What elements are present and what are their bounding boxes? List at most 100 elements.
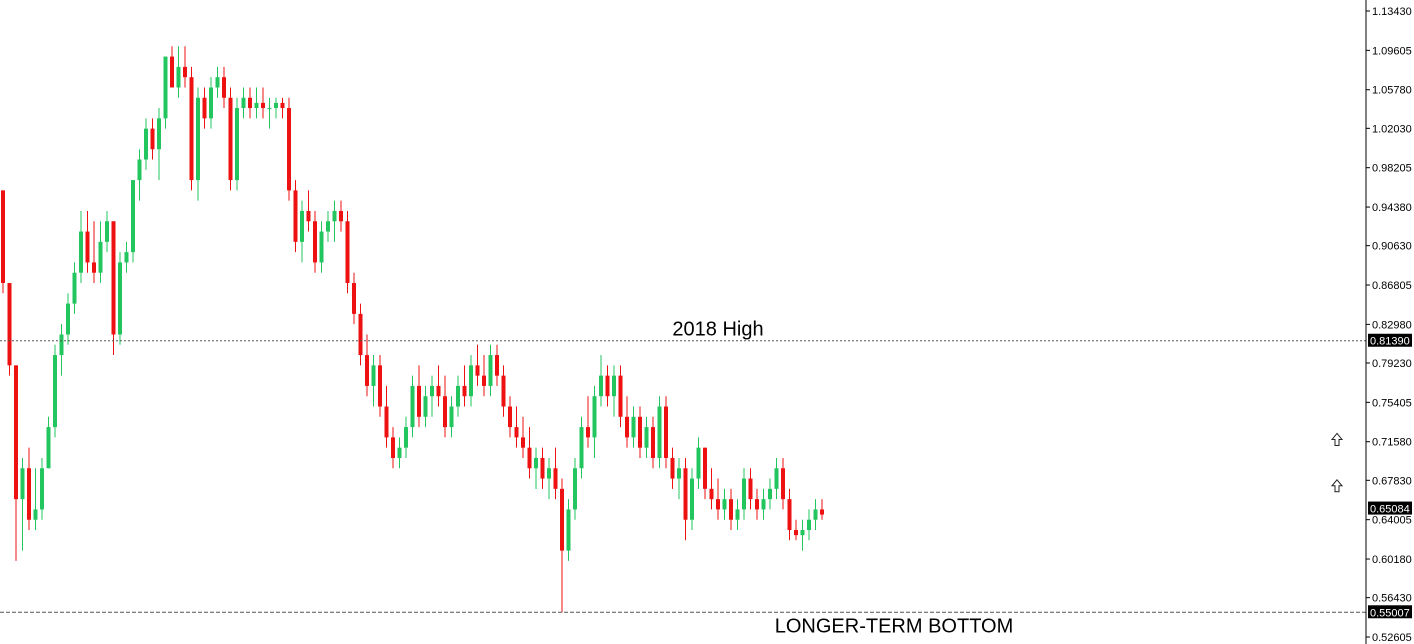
candle-body [27, 468, 31, 520]
candle-body [33, 509, 38, 520]
candle-body [137, 159, 142, 181]
candle-body [300, 210, 304, 242]
y-tick-label: 1.02030 [1372, 123, 1412, 135]
candle-body [46, 427, 51, 469]
candle-body [280, 102, 285, 109]
current-price-tag: 0.65084 [1370, 504, 1410, 516]
candle-body [163, 56, 168, 119]
candle-body [176, 66, 181, 88]
candle-body [319, 231, 324, 263]
candle-body [72, 272, 77, 304]
candle-body [774, 468, 779, 489]
candle-body [820, 509, 824, 515]
candle-body [241, 97, 246, 109]
candle-body [423, 396, 428, 417]
candle-body [690, 478, 694, 520]
candle-body [469, 365, 473, 397]
candle-body [501, 375, 506, 407]
y-tick-label: 1.09605 [1372, 45, 1412, 57]
candle-body [664, 406, 668, 458]
candle-body [157, 118, 161, 150]
arrow-up-icon [1330, 478, 1344, 493]
candle-body [111, 221, 116, 335]
candle-body [79, 231, 83, 273]
candle-body [573, 468, 577, 510]
y-tick-label: 0.52605 [1372, 632, 1412, 644]
candle-body [651, 427, 655, 458]
candle-body [150, 128, 155, 150]
candle-body [521, 437, 525, 448]
candle-body [670, 457, 675, 479]
candle-body [228, 97, 233, 181]
levels-group: 0.81390 2018 High 0.55007 LONGER-TERM BOTTO… [0, 319, 1412, 637]
candle-body [384, 406, 389, 438]
candle-body [339, 210, 343, 222]
candle-body [170, 56, 174, 88]
candle-body [215, 77, 220, 88]
candle-body [98, 241, 103, 273]
candle-body [254, 102, 259, 109]
y-tick-label: 0.64005 [1372, 515, 1412, 527]
current-price-tag-bg [1368, 501, 1412, 515]
candle-body [807, 519, 811, 531]
candle-body [514, 427, 519, 438]
y-tick-label: 0.98205 [1372, 163, 1412, 175]
candle-body [1, 190, 5, 284]
candle-body [14, 365, 18, 500]
candle-body [527, 447, 532, 469]
candle-body [20, 468, 25, 500]
candle-body [306, 210, 311, 222]
y-tick-label: 0.94380 [1372, 202, 1412, 214]
candle-body [85, 231, 90, 263]
candle-body [436, 385, 441, 397]
candle-body [722, 499, 727, 510]
y-axis: 1.13430 1.09605 1.05780 1.02030 0.98205 0.943… [1365, 0, 1412, 644]
candle-body [371, 365, 376, 386]
candle-body [248, 97, 252, 109]
candle-body [508, 406, 512, 428]
candle-body [66, 303, 70, 335]
level-label-longer-term-bottom: LONGER-TERM BOTTOM [775, 615, 1014, 637]
candle-body [729, 499, 733, 520]
arrow-up-icon [1330, 432, 1344, 446]
candle-body [579, 427, 584, 469]
candle-body [800, 530, 805, 536]
candle-body [59, 334, 64, 356]
y-tick-label: 0.60180 [1372, 554, 1412, 566]
candle-body [365, 355, 369, 386]
candle-body [488, 355, 493, 386]
candle-body [274, 102, 278, 109]
level-price-tag: 0.81390 [1370, 336, 1410, 348]
candle-body [378, 365, 382, 407]
level-price-tag: 0.55007 [1370, 607, 1410, 619]
candle-body [631, 416, 636, 438]
candle-body [40, 468, 44, 510]
candle-body [105, 221, 109, 242]
candle-body [430, 385, 434, 397]
candle-body [313, 221, 317, 263]
candles-group [1, 46, 824, 613]
candle-body [397, 447, 402, 458]
level-price-tag-bg [1368, 333, 1412, 347]
candle-body [768, 488, 772, 500]
candle-body [547, 468, 551, 479]
y-tick-label: 0.86805 [1372, 280, 1412, 292]
candle-body [326, 221, 330, 232]
candle-body [131, 180, 135, 253]
candle-body [592, 396, 597, 438]
candle-body [124, 252, 129, 263]
candle-body [696, 447, 701, 479]
candle-body [267, 108, 272, 110]
y-tick-label: 0.82980 [1372, 319, 1412, 331]
candle-body [53, 355, 57, 428]
candle-body [449, 406, 454, 428]
candle-body [235, 108, 239, 181]
candle-body [462, 385, 467, 397]
candle-body [196, 97, 200, 181]
candle-body [345, 221, 350, 284]
candle-body [605, 375, 610, 397]
candle-body [813, 509, 818, 520]
candle-body [677, 468, 681, 479]
candle-body [644, 427, 649, 448]
y-tick-label: 0.71580 [1372, 437, 1412, 449]
